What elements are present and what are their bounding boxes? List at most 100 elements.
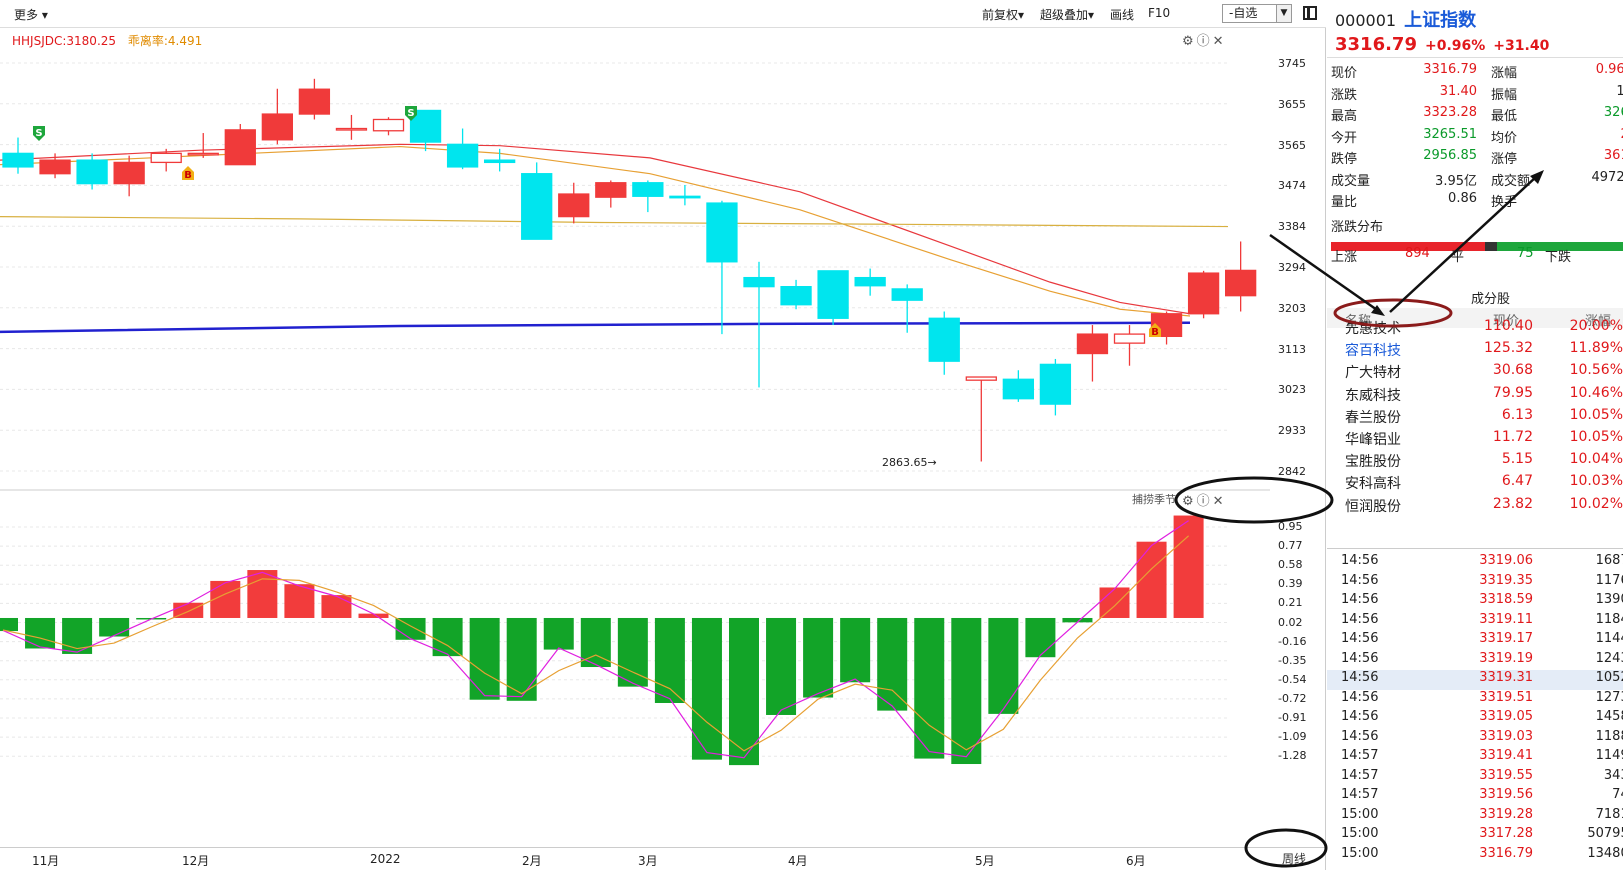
macd-tick: -0.54 (1278, 672, 1307, 686)
settings-icon[interactable]: ⚙ (1182, 34, 1197, 49)
quote-value: 1.8 (1616, 83, 1623, 99)
distribution-title: 涨跌分布 (1331, 220, 1384, 235)
date-tick: 2月 (522, 854, 542, 868)
tick-volume: 10524 (1595, 670, 1623, 685)
component-price: 110.40 (1484, 318, 1533, 334)
tick-time: 14:56 (1341, 592, 1379, 607)
candle-down (446, 143, 479, 168)
down-label: 下跌 (1545, 250, 1572, 265)
component-price: 11.72 (1492, 429, 1533, 445)
indicator-readout: HHJSJDC:3180.25 乖离率:4.491 (12, 32, 202, 49)
macd-label: 捕捞季节 (1132, 493, 1176, 506)
macd-bar-negative (1025, 617, 1056, 658)
component-pct: 11.89% (1569, 340, 1623, 357)
tick-price: 3319.11 (1479, 611, 1533, 627)
component-row[interactable]: 安科高科 6.47 10.03% (1327, 473, 1623, 496)
f10-button[interactable]: F10 (1148, 6, 1171, 20)
help-icon[interactable]: ⓘ (1196, 34, 1213, 49)
tick-price: 3319.05 (1479, 709, 1533, 724)
component-row[interactable]: 华峰铝业 11.72 10.05% (1327, 429, 1623, 452)
kline-chart-area[interactable]: 更多 ▾ 前复权▾ 超级叠加▾ 画线 F10 -自选 ▼ HHJSJDC:318… (0, 0, 1326, 870)
candle-up (39, 159, 71, 175)
candle-down (1002, 378, 1034, 400)
period-button[interactable]: 周线 (1282, 852, 1307, 866)
component-pct: 10.46% (1569, 384, 1623, 401)
sell-marker-label: S (407, 108, 414, 119)
macd-tick: -0.72 (1278, 691, 1307, 705)
component-row[interactable]: 恒润股份 23.82 10.02% (1327, 496, 1623, 519)
candle-down (780, 286, 812, 306)
flat-label: 平 (1451, 250, 1465, 265)
price-tick: 3745 (1278, 57, 1306, 70)
component-name: 华峰铝业 (1345, 432, 1401, 448)
watchlist-select[interactable]: -自选 ▼ (1222, 4, 1292, 23)
macd-bar-negative (654, 617, 685, 703)
macd-tick: 0.95 (1278, 520, 1303, 533)
overlay-menu[interactable]: 超级叠加▾ (1040, 6, 1094, 23)
component-row[interactable]: 东威科技 79.95 10.46% (1327, 385, 1623, 408)
col-pct[interactable]: 涨幅 (1585, 314, 1612, 329)
component-row[interactable]: 广大特材 30.68 10.56% (1327, 362, 1623, 385)
macd-bar-positive (358, 613, 389, 618)
tick-row: 14:56 3319.31 10524 (1327, 670, 1623, 690)
macd-tick: -0.16 (1278, 634, 1307, 648)
tick-time: 14:57 (1341, 787, 1379, 802)
tick-volume: 12739 (1595, 689, 1623, 705)
tick-price: 3319.19 (1479, 650, 1533, 666)
candle-down (483, 159, 516, 164)
draw-button[interactable]: 画线 (1110, 8, 1135, 22)
sell-marker-shape (405, 106, 417, 121)
tick-volume: 11884 (1595, 728, 1623, 744)
component-row[interactable]: 宝胜股份 5.15 10.04% (1327, 451, 1623, 474)
candle-down (76, 159, 108, 185)
stock-code: 000001 (1335, 11, 1397, 30)
date-tick: 11月 (32, 854, 60, 868)
tick-row: 14:56 3319.19 12433 (1327, 651, 1623, 671)
tick-price: 3319.56 (1479, 787, 1533, 802)
quote-value: 3262 (1603, 105, 1623, 120)
quote-row: 现价 3316.79 涨幅 0.96% (1327, 62, 1623, 84)
components-title: 成分股 (1471, 292, 1511, 307)
tick-list[interactable]: 14:56 3319.06 16870 14:56 3319.35 11760 14:56 3… (1327, 548, 1623, 870)
date-tick: 5月 (975, 854, 995, 868)
component-row[interactable]: 春兰股份 6.13 10.05% (1327, 407, 1623, 430)
tick-price: 3319.55 (1479, 767, 1533, 783)
candle-up (298, 88, 331, 115)
quote-value: 3.95亿 (1435, 173, 1477, 189)
stock-name[interactable]: 上证指数 (1404, 10, 1477, 31)
down-count: 75 (1517, 246, 1534, 261)
macd-tick: -0.91 (1278, 711, 1307, 724)
close-icon[interactable]: ✕ (1212, 34, 1227, 49)
tick-row: 14:57 3319.41 11494 (1327, 748, 1623, 768)
tick-row: 14:56 3319.17 11441 (1327, 631, 1623, 651)
col-price[interactable]: 现价 (1493, 314, 1520, 329)
tick-volume: 16870 (1595, 553, 1623, 568)
candle-up (335, 127, 368, 131)
quote-value: 3265.51 (1423, 126, 1477, 142)
tick-volume: 11494 (1595, 748, 1623, 763)
tick-price: 3318.59 (1479, 592, 1533, 607)
more-menu[interactable]: 更多 ▾ (14, 6, 48, 23)
tick-row: 15:00 3319.28 71811 (1327, 807, 1623, 827)
component-row[interactable]: 容百科技 125.32 11.89% (1327, 340, 1623, 363)
candle-down (669, 195, 701, 199)
candle-up (595, 182, 627, 198)
candle-down (854, 276, 886, 287)
quote-header: 000001 上证指数 3316.79 +0.96% +31.40 (1327, 0, 1623, 58)
component-price: 125.32 (1484, 340, 1533, 357)
macd-bar-negative (840, 617, 871, 683)
date-tick: 4月 (788, 854, 808, 868)
tick-row: 15:00 3317.28 507959 (1327, 826, 1623, 846)
tick-time: 15:00 (1341, 845, 1379, 861)
quote-value: 31.40 (1439, 83, 1477, 99)
chevron-down-icon[interactable]: ▼ (1276, 5, 1291, 22)
macd-bar-negative (951, 617, 982, 765)
panel-toggle-icon[interactable] (1303, 6, 1317, 20)
macd-bar-positive (321, 595, 352, 618)
tick-price: 3319.35 (1479, 572, 1533, 588)
component-row[interactable]: 先惠技术 110.40 20.00% (1327, 318, 1623, 341)
tick-row: 14:56 3319.11 11849 (1327, 612, 1623, 632)
tick-time: 14:56 (1341, 650, 1379, 666)
restore-menu[interactable]: 前复权▾ (982, 6, 1024, 23)
component-pct: 10.05% (1569, 406, 1623, 423)
